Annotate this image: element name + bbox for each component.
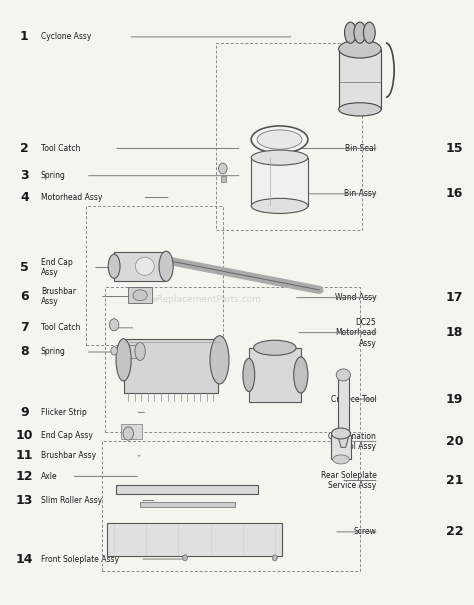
- Text: Axle: Axle: [41, 472, 57, 481]
- Ellipse shape: [210, 336, 229, 384]
- Text: 7: 7: [20, 321, 29, 335]
- Text: Tool Catch: Tool Catch: [41, 144, 80, 153]
- Text: 13: 13: [16, 494, 33, 507]
- Text: Spring: Spring: [41, 347, 66, 356]
- Text: Cyclone Assy: Cyclone Assy: [41, 33, 91, 41]
- Bar: [105, 287, 360, 433]
- Ellipse shape: [243, 358, 255, 391]
- Ellipse shape: [333, 455, 349, 464]
- Ellipse shape: [257, 130, 302, 149]
- Text: Front Soleplate Assy: Front Soleplate Assy: [41, 555, 119, 563]
- Ellipse shape: [254, 340, 296, 355]
- Text: 18: 18: [446, 326, 463, 339]
- Text: End Cap Assy: End Cap Assy: [41, 431, 93, 440]
- Text: 10: 10: [16, 429, 33, 442]
- Text: 16: 16: [446, 188, 463, 200]
- Text: 5: 5: [20, 261, 29, 274]
- Text: 20: 20: [446, 435, 463, 448]
- Bar: [117, 485, 258, 494]
- Bar: [251, 158, 308, 206]
- Bar: [121, 424, 143, 439]
- Bar: [86, 206, 223, 345]
- Text: Motorhead Assy: Motorhead Assy: [41, 193, 102, 202]
- Text: 12: 12: [16, 470, 33, 483]
- Ellipse shape: [136, 257, 155, 275]
- Ellipse shape: [273, 555, 277, 561]
- Bar: [118, 345, 139, 358]
- Ellipse shape: [111, 347, 118, 355]
- Text: 2: 2: [20, 142, 29, 155]
- Bar: [128, 287, 152, 302]
- Text: Brushbar
Assy: Brushbar Assy: [41, 287, 76, 306]
- Ellipse shape: [345, 22, 356, 43]
- Text: Bin Assy: Bin Assy: [344, 189, 376, 198]
- Ellipse shape: [331, 428, 350, 439]
- Bar: [338, 49, 381, 110]
- Ellipse shape: [364, 22, 375, 43]
- Text: 22: 22: [446, 525, 463, 538]
- Text: 6: 6: [20, 290, 28, 303]
- Ellipse shape: [109, 319, 119, 331]
- Text: 11: 11: [16, 450, 33, 462]
- Ellipse shape: [338, 103, 381, 116]
- Ellipse shape: [116, 339, 131, 381]
- Polygon shape: [337, 435, 349, 447]
- Bar: [330, 435, 351, 459]
- Bar: [221, 175, 226, 182]
- Text: 17: 17: [446, 291, 463, 304]
- Ellipse shape: [336, 369, 350, 381]
- Text: Spring: Spring: [41, 171, 66, 180]
- Text: 14: 14: [16, 552, 33, 566]
- Text: 8: 8: [20, 345, 28, 359]
- Text: 3: 3: [20, 169, 28, 182]
- Text: Crevice Tool: Crevice Tool: [331, 394, 376, 404]
- Text: Screw: Screw: [354, 528, 376, 537]
- Text: eReplacementParts.com: eReplacementParts.com: [151, 295, 261, 304]
- Text: Tool Catch: Tool Catch: [41, 323, 80, 332]
- Ellipse shape: [123, 427, 134, 440]
- Bar: [124, 339, 218, 393]
- Ellipse shape: [251, 198, 308, 214]
- Text: 4: 4: [20, 191, 29, 204]
- Ellipse shape: [108, 254, 120, 278]
- Text: 9: 9: [20, 406, 28, 419]
- Ellipse shape: [135, 342, 146, 361]
- Text: Slim Roller Assy: Slim Roller Assy: [41, 496, 102, 505]
- Text: 21: 21: [446, 474, 463, 487]
- Text: 19: 19: [446, 393, 463, 405]
- Bar: [102, 441, 360, 571]
- Text: 1: 1: [20, 30, 29, 44]
- Ellipse shape: [159, 251, 173, 281]
- Text: Flicker Strip: Flicker Strip: [41, 408, 87, 417]
- Bar: [107, 523, 282, 556]
- Bar: [114, 252, 164, 281]
- Bar: [216, 43, 362, 230]
- Ellipse shape: [251, 150, 308, 165]
- Ellipse shape: [219, 163, 227, 174]
- Ellipse shape: [354, 22, 366, 43]
- Text: Brushbar Assy: Brushbar Assy: [41, 451, 96, 460]
- Text: End Cap
Assy: End Cap Assy: [41, 258, 73, 277]
- Text: Rear Soleplate
Service Assy: Rear Soleplate Service Assy: [320, 471, 376, 490]
- Ellipse shape: [338, 40, 381, 58]
- Text: Bin Seal: Bin Seal: [346, 144, 376, 153]
- Ellipse shape: [182, 555, 187, 561]
- Bar: [140, 502, 235, 507]
- Text: Wand Assy: Wand Assy: [335, 293, 376, 302]
- Bar: [249, 348, 301, 402]
- Ellipse shape: [133, 290, 147, 301]
- Text: DC25
Motorhead
Assy: DC25 Motorhead Assy: [335, 318, 376, 348]
- Ellipse shape: [294, 357, 308, 393]
- Text: Combination
Tool Assy: Combination Tool Assy: [328, 431, 376, 451]
- Bar: [337, 375, 349, 435]
- Text: 15: 15: [446, 142, 463, 155]
